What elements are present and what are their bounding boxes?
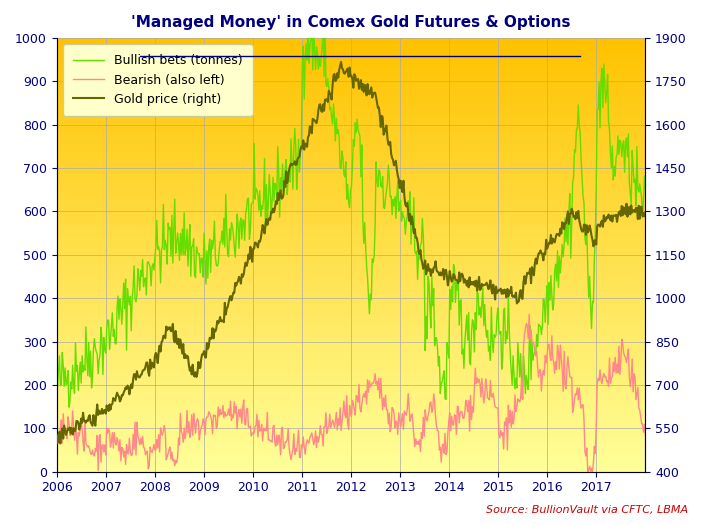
- Bullish bets (tonnes): [610, 163, 618, 170]
- Bearish (also left): [525, 311, 534, 318]
- Bearish (also left): [259, 425, 267, 432]
- Bullish bets (tonnes): [53, 373, 61, 380]
- Line: Bearish (also left): Bearish (also left): [57, 314, 645, 471]
- Bearish (also left): [583, 468, 592, 475]
- Bearish (also left): [610, 369, 618, 375]
- Bearish (also left): [236, 414, 244, 420]
- Bullish bets (tonnes): [290, 147, 298, 153]
- Bearish (also left): [641, 432, 649, 438]
- Bearish (also left): [289, 446, 297, 453]
- Gold price (right): [84, 414, 93, 420]
- Line: Gold price (right): Gold price (right): [57, 62, 645, 444]
- Bullish bets (tonnes): [65, 404, 73, 411]
- Bearish (also left): [84, 444, 92, 450]
- Gold price (right): [290, 161, 298, 167]
- Title: 'Managed Money' in Comex Gold Futures & Options: 'Managed Money' in Comex Gold Futures & …: [131, 15, 571, 30]
- Gold price (right): [237, 280, 245, 287]
- Gold price (right): [56, 440, 65, 447]
- Bullish bets (tonnes): [304, 13, 312, 19]
- Bullish bets (tonnes): [237, 215, 245, 221]
- Line: Bullish bets (tonnes): Bullish bets (tonnes): [57, 16, 645, 407]
- Gold price (right): [339, 66, 347, 72]
- Bullish bets (tonnes): [641, 185, 649, 191]
- Bullish bets (tonnes): [84, 339, 93, 345]
- Bullish bets (tonnes): [260, 155, 269, 162]
- Gold price (right): [53, 433, 61, 439]
- Text: Source: BullionVault via CFTC, LBMA: Source: BullionVault via CFTC, LBMA: [486, 505, 688, 514]
- Bearish (also left): [337, 427, 345, 434]
- Bullish bets (tonnes): [339, 155, 347, 162]
- Gold price (right): [260, 230, 269, 237]
- Legend: Bullish bets (tonnes), Bearish (also left), Gold price (right): Bullish bets (tonnes), Bearish (also lef…: [63, 44, 253, 116]
- Gold price (right): [337, 59, 345, 65]
- Gold price (right): [610, 213, 618, 219]
- Bearish (also left): [53, 420, 61, 426]
- Gold price (right): [641, 209, 649, 216]
